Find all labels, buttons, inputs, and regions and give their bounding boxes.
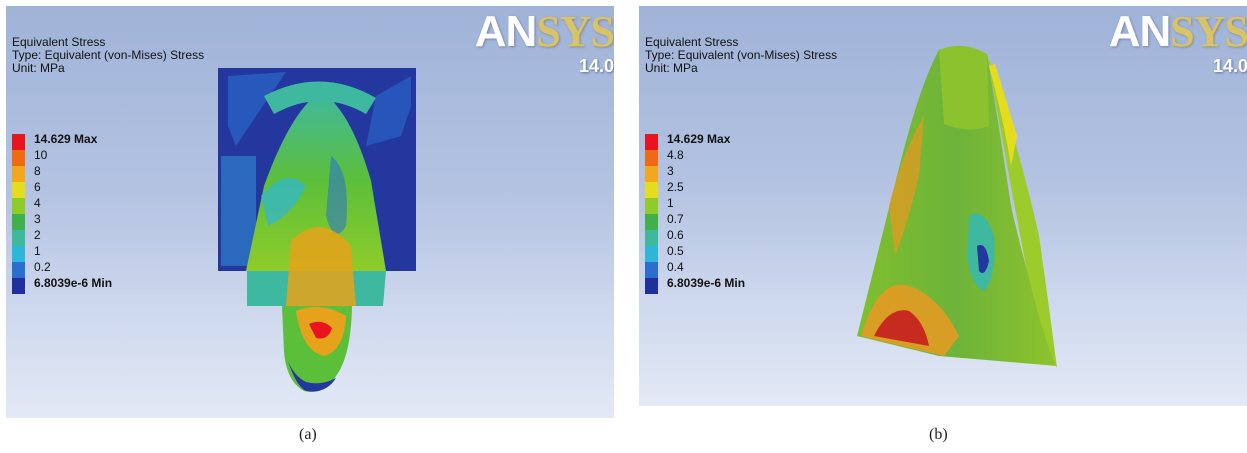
legend-label: 0.4 [667,260,684,274]
legend-swatch [12,214,25,230]
figure-caption-a: (a) [299,426,317,443]
legend-label: 1 [667,196,674,210]
contour-region [221,156,256,266]
legend-swatch [12,134,25,150]
legend-label: 4.8 [667,148,684,162]
result-info: Equivalent Stress Type: Equivalent (von-… [645,36,837,75]
legend-item: 0.6 [645,228,775,246]
contour-region [326,156,347,234]
legend-swatch [645,198,658,214]
legend-label: 3 [667,164,674,178]
contour-region [989,64,1017,166]
legend-label: 4 [34,196,41,210]
legend-item: 8 [12,164,142,182]
result-title: Equivalent Stress [645,35,739,49]
legend-label: 6.8039e-6 Min [34,276,113,290]
result-type: Type: Equivalent (von-Mises) Stress [645,48,838,62]
contour-region [366,76,411,146]
legend-label: 0.6 [667,228,684,242]
legend-label: 14.629 Max [34,132,98,146]
legend-label: 6 [34,180,41,194]
legend-swatch [645,230,658,246]
legend-item: 6.8039e-6 Min [645,276,775,294]
legend-label: 10 [34,148,48,162]
min-stress-region [977,245,989,274]
legend-swatch [645,278,658,294]
legend-swatch [645,150,658,166]
ansys-logo: ANSYS [1108,7,1247,56]
legend-item: 14.629 Max [12,132,142,150]
contour-region [288,361,336,392]
result-unit: Unit: MPa [645,61,698,75]
legend-item: 2 [12,228,142,246]
max-stress-region [874,310,929,346]
legend-label: 1 [34,244,41,258]
result-viewport-a[interactable]: Equivalent Stress Type: Equivalent (von-… [6,6,614,418]
legend-label: 3 [34,212,41,226]
result-title: Equivalent Stress [12,35,106,49]
contour-region [228,72,286,146]
contour-region [286,227,356,306]
legend-item: 1 [645,196,775,214]
legend-item: 3 [12,212,142,230]
legend-item: 1 [12,244,142,262]
legend-item: 0.5 [645,244,775,262]
legend-item: 0.7 [645,212,775,230]
legend-label: 2.5 [667,180,684,194]
legend-swatch [645,262,658,278]
contour-region [889,116,924,256]
legend-item: 10 [12,148,142,166]
contour-region [264,81,376,114]
legend-swatch [12,182,25,198]
legend-item: 3 [645,164,775,182]
legend-item: 6.8039e-6 Min [12,276,142,294]
version-label: 14.0 [578,56,614,76]
legend-swatch [12,230,25,246]
legend-label: 8 [34,164,41,178]
legend-label: 0.2 [34,260,51,274]
legend-swatch [12,278,25,294]
legend-swatch [12,150,25,166]
ansys-logo: ANSYS [474,7,614,56]
legend-label: 14.629 Max [667,132,731,146]
legend-swatch [12,198,25,214]
legend-swatch [12,166,25,182]
legend-item: 4.8 [645,148,775,166]
cylinder-top [939,45,989,130]
wedge-flank [987,54,1057,368]
legend-item: 14.629 Max [645,132,775,150]
legend-swatch [645,214,658,230]
legend-swatch [645,246,658,262]
legend-label: 0.7 [667,212,684,226]
legend-swatch [12,262,25,278]
figure-caption-b: (b) [929,426,948,443]
legend-label: 0.5 [667,244,684,258]
cone-body [246,91,386,271]
legend-label: 2 [34,228,41,242]
legend-swatch [645,134,658,150]
legend-swatch [645,166,658,182]
result-viewport-b[interactable]: Equivalent Stress Type: Equivalent (von-… [639,6,1247,406]
legend-item: 0.4 [645,260,775,278]
stress-model-b [857,45,1057,368]
legend-swatch [645,182,658,198]
legend-item: 6 [12,180,142,198]
max-stress-region [309,321,332,339]
legend-swatch [12,246,25,262]
contour-region [261,178,306,226]
legend-item: 2.5 [645,180,775,198]
legend-item: 4 [12,196,142,214]
legend-item: 0.2 [12,260,142,278]
version-label: 14.0 [1212,56,1247,76]
legend-label: 6.8039e-6 Min [667,276,746,290]
result-type: Type: Equivalent (von-Mises) Stress [12,48,205,62]
result-info: Equivalent Stress Type: Equivalent (von-… [12,36,204,75]
result-unit: Unit: MPa [12,61,65,75]
stress-model-a [218,68,416,392]
